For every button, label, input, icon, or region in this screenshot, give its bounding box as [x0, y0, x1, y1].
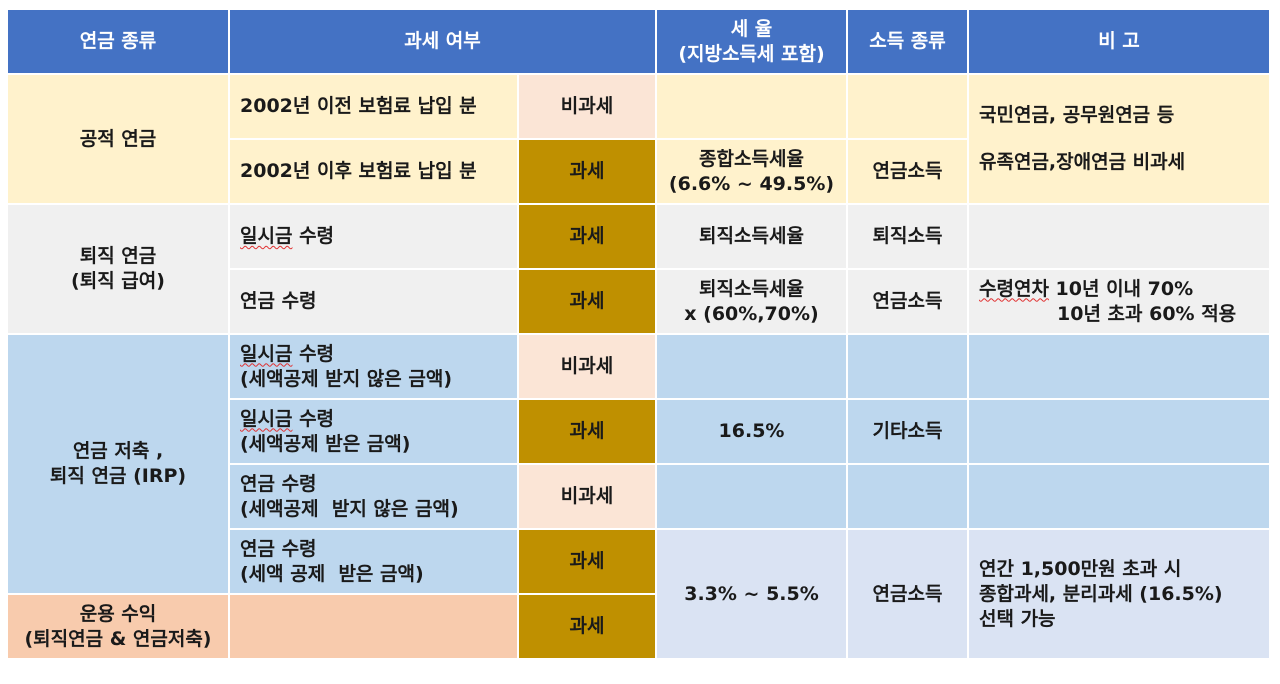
row-description: 일시금 수령 — [228, 203, 519, 270]
row-description: 연금 수령 (세액 공제 받은 금액) — [228, 528, 519, 595]
table-row: 연금 수령 (세액공제 받지 않은 금액) 비과세 — [7, 463, 1271, 530]
table-row: 2002년 이후 보험료 납입 분 과세 종합소득세율 (6.6% ~ 49.5… — [7, 138, 1270, 205]
note-cell — [967, 203, 1271, 270]
tax-rate-cell — [655, 333, 848, 400]
header-tax-rate: 세 율 (지방소득세 포함) — [655, 8, 848, 75]
tax-status-cell: 비과세 — [517, 73, 657, 140]
note-cell — [967, 333, 1271, 400]
note-cell — [967, 463, 1271, 530]
tax-status-cell: 과세 — [517, 528, 657, 595]
tax-status-cell: 과세 — [517, 593, 657, 660]
row-description: 일시금 수령 (세액공제 받은 금액) — [228, 398, 519, 465]
table-row: 연금 수령 과세 퇴직소득세율 x (60%,70%) 연금소득 수령연차 10… — [7, 268, 1271, 335]
tax-rate-cell: 퇴직소득세율 — [655, 203, 848, 270]
tax-rate-cell: 종합소득세율 (6.6% ~ 49.5%) — [655, 138, 848, 205]
tax-rate-cell — [655, 73, 848, 140]
row-description: 연금 수령 — [228, 268, 519, 335]
savings-note: 연간 1,500만원 초과 시 종합과세, 분리과세 (16.5%) 선택 가능 — [967, 528, 1271, 660]
table-row: 일시금 수령 (세액공제 받은 금액) 과세 16.5% 기타소득 — [7, 398, 1271, 465]
row-description: 2002년 이후 보험료 납입 분 — [228, 138, 519, 205]
public-pension-label: 공적 연금 — [6, 73, 230, 205]
tax-rate-cell — [655, 463, 848, 530]
header-taxable: 과세 여부 — [228, 8, 657, 75]
investment-returns-label: 운용 수익 (퇴직연금 & 연금저축) — [6, 593, 230, 660]
public-note: 국민연금, 공무원연금 등 유족연금,장애연금 비과세 — [967, 73, 1271, 205]
table-row: 운용 수익 (퇴직연금 & 연금저축) 과세 — [6, 593, 1270, 660]
row-description — [228, 593, 519, 660]
table-row: 공적 연금 2002년 이전 보험료 납입 분 비과세 국민연금, 공무원연금 … — [6, 73, 1271, 205]
pension-tax-table: 연금 종류 과세 여부 세 율 (지방소득세 포함) 소득 종류 비 고 공적 … — [6, 8, 1271, 660]
table-row: 연금 수령 (세액 공제 받은 금액) 과세 3.3% ~ 5.5% 연금소득 … — [7, 528, 1271, 660]
income-type-cell — [846, 463, 969, 530]
pension-savings-label: 연금 저축 , 퇴직 연금 (IRP) — [6, 333, 230, 595]
tax-status-cell: 비과세 — [517, 463, 657, 530]
row-description: 연금 수령 (세액공제 받지 않은 금액) — [228, 463, 519, 530]
row-description: 2002년 이전 보험료 납입 분 — [228, 73, 519, 140]
shared-tax-rate-cell: 3.3% ~ 5.5% — [655, 528, 848, 660]
header-row: 연금 종류 과세 여부 세 율 (지방소득세 포함) 소득 종류 비 고 — [6, 8, 1271, 75]
header-income-type: 소득 종류 — [846, 8, 969, 75]
table-row: 연금 저축 , 퇴직 연금 (IRP) 일시금 수령 (세액공제 받지 않은 금… — [6, 333, 1271, 595]
income-type-cell — [846, 333, 969, 400]
income-type-cell: 기타소득 — [846, 398, 969, 465]
tax-status-cell: 과세 — [517, 398, 657, 465]
note-cell — [967, 398, 1271, 465]
tax-rate-cell: 16.5% — [655, 398, 848, 465]
header-note: 비 고 — [967, 8, 1271, 75]
income-type-cell: 퇴직소득 — [846, 203, 969, 270]
tax-status-cell: 과세 — [517, 268, 657, 335]
row-description: 일시금 수령 (세액공제 받지 않은 금액) — [228, 333, 519, 400]
shared-income-type-cell: 연금소득 — [846, 528, 969, 660]
header-pension-type: 연금 종류 — [6, 8, 230, 75]
income-type-cell: 연금소득 — [846, 138, 969, 205]
retirement-note: 수령연차 10년 이내 70% 10년 초과 60% 적용 — [967, 268, 1271, 335]
retirement-pension-label: 퇴직 연금 (퇴직 급여) — [6, 203, 230, 335]
table-row: 퇴직 연금 (퇴직 급여) 일시금 수령 과세 퇴직소득세율 퇴직소득 — [6, 203, 1271, 335]
tax-status-cell: 비과세 — [517, 333, 657, 400]
income-type-cell: 연금소득 — [846, 268, 969, 335]
tax-status-cell: 과세 — [517, 138, 657, 205]
tax-status-cell: 과세 — [517, 203, 657, 270]
tax-rate-cell: 퇴직소득세율 x (60%,70%) — [655, 268, 848, 335]
income-type-cell — [846, 73, 969, 140]
